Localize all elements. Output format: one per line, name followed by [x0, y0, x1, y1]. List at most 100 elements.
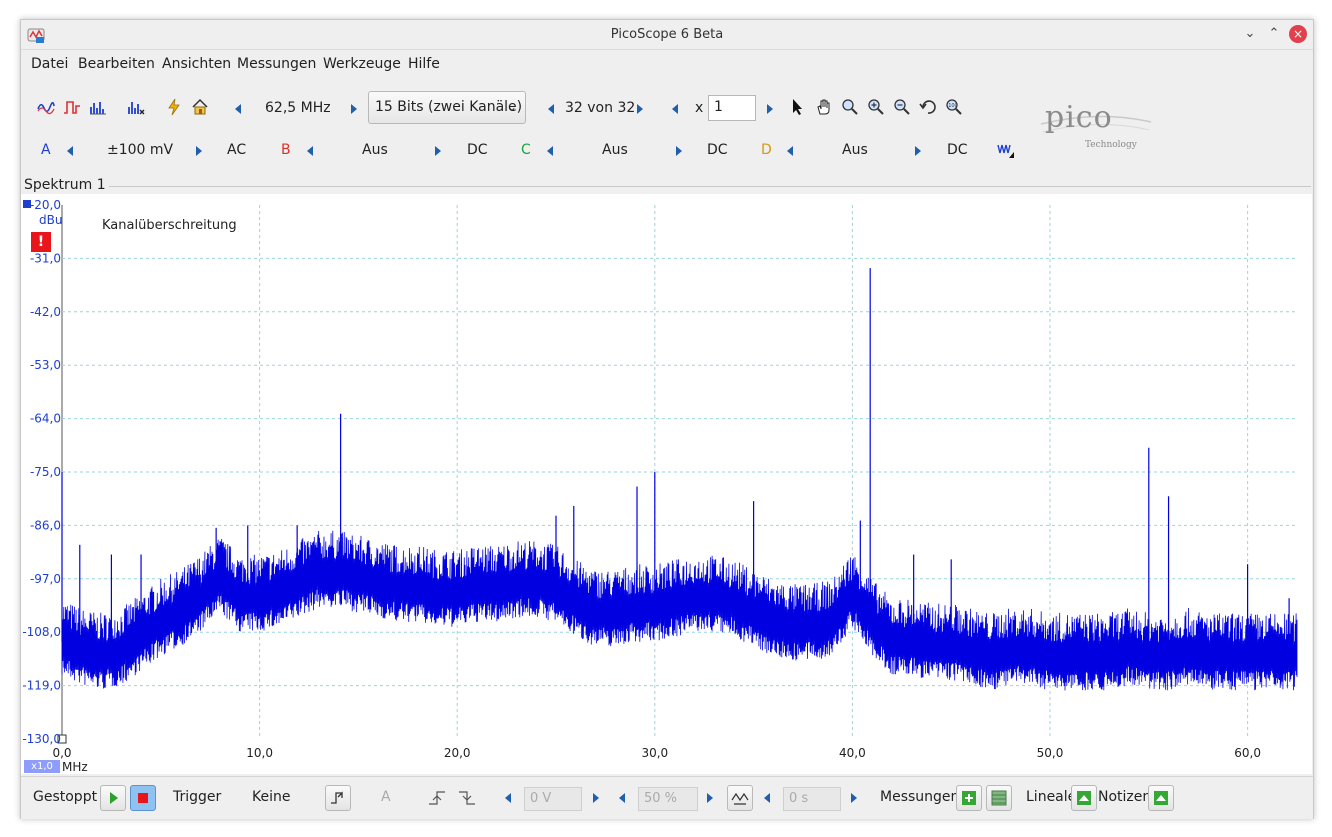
channel-d-range[interactable]: Aus: [842, 142, 868, 158]
menu-ansichten[interactable]: Ansichten: [162, 56, 232, 72]
channel-c-range-decrease-icon[interactable]: [547, 146, 553, 156]
expand-up-icon: [1154, 791, 1168, 805]
zoom-fit-icon[interactable]: 100: [945, 98, 963, 116]
channel-c-range-increase-icon[interactable]: [676, 146, 682, 156]
level-increase-icon[interactable]: [593, 793, 599, 803]
pretrigger-field[interactable]: 50 %: [638, 787, 698, 811]
pretrigger-value: 50 %: [644, 791, 678, 806]
add-measurement-button[interactable]: [956, 785, 982, 811]
channel-a-coupling[interactable]: AC: [227, 142, 247, 158]
y-tick-label: -75,0: [30, 465, 61, 479]
zoom-prefix: x: [695, 100, 704, 116]
channel-d-coupling[interactable]: DC: [947, 142, 968, 158]
math-channels-icon[interactable]: [997, 141, 1015, 159]
app-icon: [27, 28, 45, 43]
window-title: PicoScope 6 Beta: [610, 27, 724, 42]
auto-setup-icon[interactable]: [165, 98, 183, 116]
maximize-button[interactable]: ⌃: [1268, 26, 1280, 41]
menu-werkzeuge[interactable]: Werkzeuge: [323, 56, 401, 72]
channel-d-range-decrease-icon[interactable]: [787, 146, 793, 156]
stop-button[interactable]: [130, 785, 156, 811]
trigger-delay-button[interactable]: [727, 785, 753, 811]
capture-state: Gestoppt: [33, 789, 98, 805]
trigger-advanced-icon: [331, 791, 343, 804]
x-tick-label: 60,0: [1234, 746, 1261, 760]
view-tab-title[interactable]: Spektrum 1: [24, 177, 109, 193]
buffer-prev-icon[interactable]: [548, 104, 554, 114]
trigger-delay-icon: [731, 792, 749, 805]
menu-bearbeiten[interactable]: Bearbeiten: [78, 56, 155, 72]
menu-hilfe[interactable]: Hilfe: [408, 56, 440, 72]
menu-messungen[interactable]: Messungen: [237, 56, 317, 72]
zoom-input[interactable]: 1: [708, 95, 756, 121]
y-tick-label: -31,0: [30, 251, 61, 265]
table-icon: [991, 790, 1007, 806]
channel-a-label[interactable]: A: [41, 142, 51, 158]
spectrum-mode-icon[interactable]: [89, 98, 107, 116]
buffer-next-icon[interactable]: [637, 104, 643, 114]
y-tick-label: -53,0: [30, 358, 61, 372]
trigger-channel[interactable]: A: [381, 789, 391, 805]
channel-a-range-decrease-icon[interactable]: [67, 146, 73, 156]
menu-datei[interactable]: Datei: [31, 56, 69, 72]
channel-c-coupling[interactable]: DC: [707, 142, 728, 158]
y-axis-ticks: -20,0 -31,0 -42,0 -53,0 -64,0 -75,0 -86,0 -97,0…: [22, 198, 61, 746]
zoom-increase-icon[interactable]: [767, 104, 773, 114]
start-button[interactable]: [100, 785, 126, 811]
minimize-button[interactable]: ⌄: [1244, 26, 1256, 41]
pico-logo: pico Technology: [1039, 100, 1157, 152]
trigger-mode[interactable]: Keine: [252, 789, 291, 805]
x-scale-badge[interactable]: x1,0: [24, 760, 60, 773]
notes-button[interactable]: [1148, 785, 1174, 811]
zoom-in-icon[interactable]: [867, 98, 885, 116]
x-tick-label: 40,0: [839, 746, 866, 760]
pointer-tool-icon[interactable]: [789, 98, 807, 116]
zoom-out-icon[interactable]: [893, 98, 911, 116]
channel-d-label[interactable]: D: [761, 142, 772, 158]
channel-b-label[interactable]: B: [281, 142, 291, 158]
channel-b-coupling[interactable]: DC: [467, 142, 488, 158]
spectrum-options-icon[interactable]: [127, 98, 145, 116]
channel-b-range[interactable]: Aus: [362, 142, 388, 158]
trigger-advanced-button[interactable]: [325, 785, 351, 811]
add-icon: [962, 791, 976, 805]
resolution-select[interactable]: 15 Bits (zwei Kanäle) ⌄: [368, 91, 526, 124]
delay-increase-icon[interactable]: [851, 793, 857, 803]
channel-c-label[interactable]: C: [521, 142, 531, 158]
home-icon[interactable]: [191, 98, 209, 116]
picoscope-window: PicoScope 6 Beta ⌄ ⌃ × Datei Bearbeiten …: [20, 19, 1314, 819]
sample-rate-increase-icon[interactable]: [351, 104, 357, 114]
close-button[interactable]: ×: [1289, 25, 1307, 43]
channel-d-range-increase-icon[interactable]: [915, 146, 921, 156]
percent-increase-icon[interactable]: [707, 793, 713, 803]
x-tick-label: 0,0: [52, 746, 71, 760]
percent-decrease-icon[interactable]: [619, 793, 625, 803]
channel-a-range[interactable]: ±100 mV: [107, 142, 174, 158]
sample-rate-decrease-icon[interactable]: [235, 104, 241, 114]
rulers-button[interactable]: [1071, 785, 1097, 811]
falling-edge-icon[interactable]: [456, 787, 478, 809]
delay-decrease-icon[interactable]: [764, 793, 770, 803]
channel-b-range-decrease-icon[interactable]: [307, 146, 313, 156]
spectrum-chart[interactable]: -20,0 -31,0 -42,0 -53,0 -64,0 -75,0 -86,0 -97,0…: [21, 194, 1312, 774]
channel-b-range-increase-icon[interactable]: [435, 146, 441, 156]
channel-a-axis-marker[interactable]: [23, 200, 31, 208]
spectrum-trace-line: [61, 530, 1298, 691]
persistence-mode-icon[interactable]: [63, 98, 81, 116]
channel-c-range[interactable]: Aus: [602, 142, 628, 158]
scope-mode-icon[interactable]: [37, 98, 55, 116]
channel-a-range-increase-icon[interactable]: [196, 146, 202, 156]
measurement-table-button[interactable]: [986, 785, 1012, 811]
undo-zoom-icon[interactable]: [919, 98, 937, 116]
zoom-decrease-icon[interactable]: [672, 104, 678, 114]
trigger-level-field[interactable]: 0 V: [524, 787, 582, 811]
trigger-delay-field[interactable]: 0 s: [783, 787, 841, 811]
rising-edge-icon[interactable]: [426, 787, 448, 809]
buffer-position: 32 von 32: [565, 100, 636, 116]
level-decrease-icon[interactable]: [505, 793, 511, 803]
spectrum-view[interactable]: -20,0 -31,0 -42,0 -53,0 -64,0 -75,0 -86,0 -97,0…: [21, 194, 1312, 774]
zoom-tool-icon[interactable]: [841, 98, 859, 116]
pico-logo-text: pico: [1045, 100, 1113, 135]
hand-tool-icon[interactable]: [815, 98, 833, 116]
overrange-warning-icon[interactable]: !: [31, 232, 51, 252]
